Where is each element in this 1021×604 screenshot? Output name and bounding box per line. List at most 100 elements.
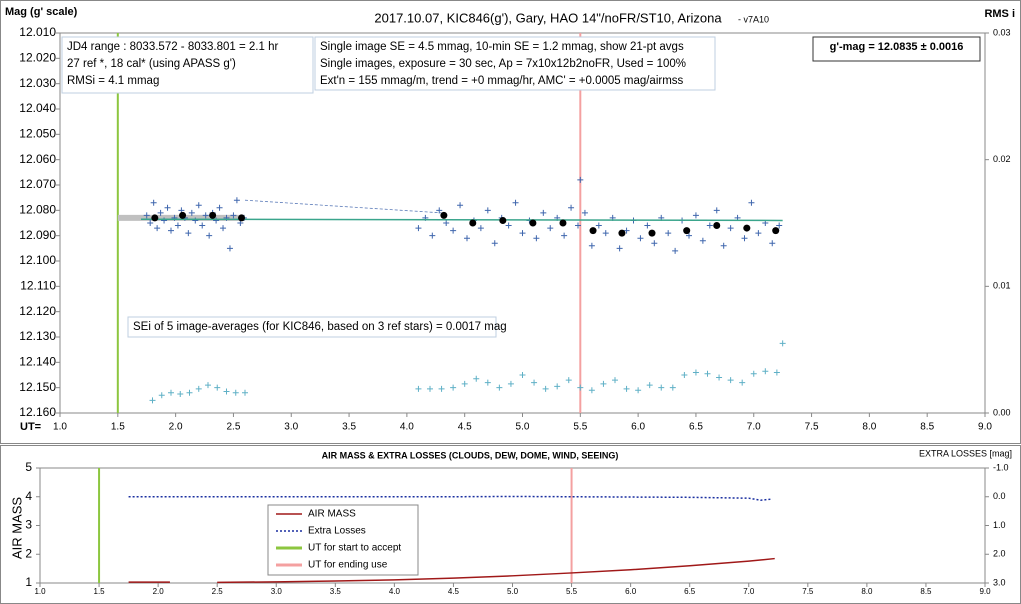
point (776, 222, 783, 229)
point (230, 212, 237, 219)
annotation-box (61, 36, 314, 94)
x-tick-label: 4.5 (448, 587, 460, 596)
average-point (559, 219, 567, 227)
average-point (469, 219, 477, 227)
chart-title: AIR MASS & EXTRA LOSSES (CLOUDS, DEW, DO… (322, 450, 619, 460)
point (150, 199, 157, 206)
average-point (209, 211, 217, 219)
series-line (128, 557, 775, 584)
point (147, 220, 154, 226)
legend (267, 504, 419, 576)
point (427, 385, 433, 392)
y-tick-label: 3 (25, 518, 32, 532)
x-tick-label: 6.5 (684, 587, 696, 596)
point (554, 383, 561, 390)
point (644, 222, 651, 229)
point (226, 245, 233, 252)
point (512, 199, 519, 206)
point (232, 389, 239, 396)
point (651, 240, 658, 247)
x-tick-label: 3.0 (284, 422, 298, 433)
point (704, 370, 711, 377)
average-point (743, 224, 751, 232)
average-point (713, 222, 721, 230)
x-tick-label: 6.5 (689, 422, 703, 433)
y-tick-label: 12.070 (19, 177, 56, 191)
average-point (683, 227, 691, 235)
y2-tick-label: 0.00 (993, 407, 1011, 417)
point (161, 217, 168, 224)
x-tick-label: 4.5 (458, 422, 472, 433)
point (665, 230, 672, 237)
y2-tick-label: 2.0 (993, 549, 1006, 559)
point (158, 392, 165, 399)
x-tick-label: 9.0 (979, 587, 991, 596)
point (242, 389, 248, 396)
annotation-text: g'-mag = 12.0835 ± 0.0016 (830, 41, 964, 53)
x-axis-label: UT= (20, 421, 41, 433)
point (727, 225, 734, 232)
point (588, 387, 595, 394)
x-tick-label: 6.0 (631, 422, 645, 433)
y-tick-label: 12.160 (19, 405, 56, 419)
point (727, 377, 734, 384)
point (623, 227, 630, 234)
point (595, 222, 602, 229)
y-tick-label: 12.040 (19, 101, 56, 115)
annotation-text: 27 ref *, 18 cal* (using APASS g') (67, 58, 236, 70)
y-tick-label: 12.050 (19, 127, 56, 141)
point (646, 382, 653, 389)
x-tick-label: 5.5 (573, 422, 587, 433)
average-point (238, 214, 246, 222)
point (692, 369, 699, 376)
y-tick-label: 12.060 (19, 152, 56, 166)
point (507, 380, 514, 387)
x-tick-label: 1.5 (111, 422, 125, 433)
point (233, 197, 240, 204)
point (188, 209, 195, 216)
annotation-text: Single image SE = 4.5 mmag, 10-min SE = … (320, 41, 684, 53)
point (202, 212, 209, 219)
point (568, 204, 575, 211)
point (561, 232, 568, 239)
point (220, 225, 227, 232)
point (192, 217, 199, 224)
x-tick-label: 2.0 (153, 587, 165, 596)
point (686, 232, 692, 239)
point (720, 242, 727, 249)
point (174, 222, 181, 229)
plot-area (59, 32, 986, 414)
point (577, 176, 584, 183)
point (616, 245, 623, 252)
average-point (618, 229, 626, 237)
y-tick-label: 5 (25, 460, 32, 474)
point (672, 247, 679, 254)
x-tick-label: 7.5 (805, 422, 819, 433)
point (531, 379, 538, 386)
point (748, 199, 755, 206)
point (692, 212, 699, 219)
x-tick-label: 2.5 (226, 422, 240, 433)
point (600, 380, 607, 387)
point (565, 377, 572, 384)
point (477, 225, 484, 232)
plot-area (39, 467, 986, 584)
y-tick-label: 1 (25, 575, 32, 589)
point (223, 388, 230, 395)
chart-subtitle: - v7A10 (738, 14, 769, 24)
point (415, 225, 422, 232)
point (505, 222, 512, 229)
point (484, 379, 491, 386)
x-tick-label: 2.0 (169, 422, 183, 433)
annotation-box (812, 36, 981, 62)
point (450, 384, 457, 391)
x-tick-label: 8.5 (920, 587, 932, 596)
point (205, 382, 211, 389)
point (542, 385, 549, 392)
x-tick-label: 8.5 (920, 422, 934, 433)
x-tick-label: 5.5 (566, 587, 578, 596)
point (168, 227, 174, 234)
y2-tick-label: 0.03 (993, 27, 1011, 37)
y-axis-label: AIR MASS (9, 497, 24, 559)
